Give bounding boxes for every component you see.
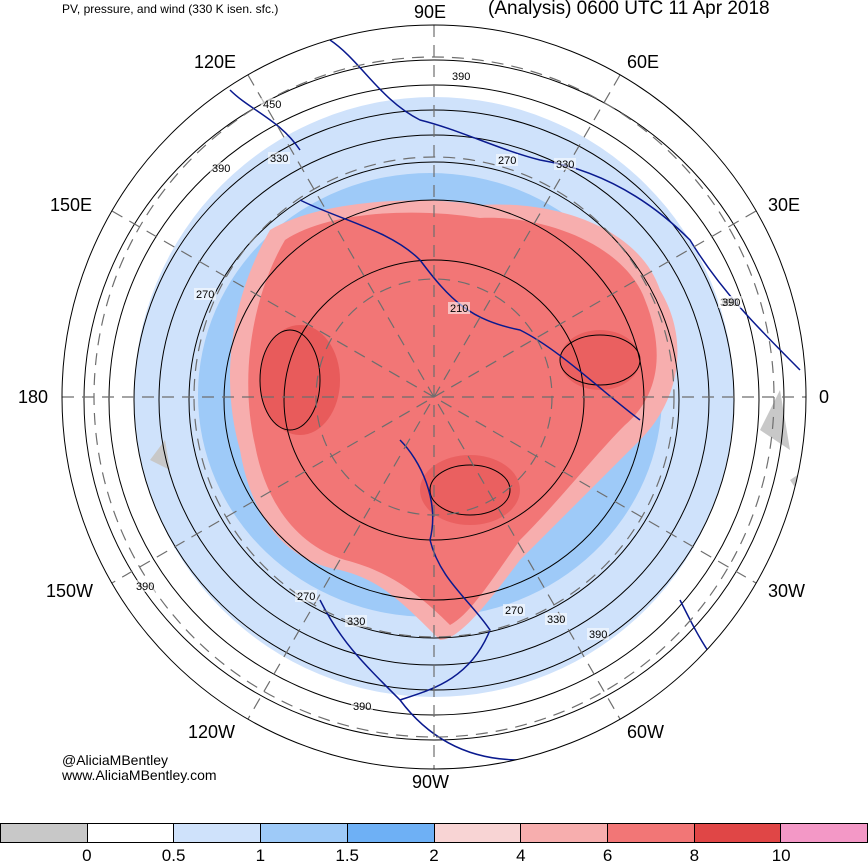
lon-label-150e: 150E xyxy=(50,195,93,215)
contour-label-bg xyxy=(345,615,367,627)
contour-label: 390 xyxy=(452,71,470,83)
colorbar-tick-label: 6 xyxy=(602,846,613,865)
contour-label-bg xyxy=(545,613,567,625)
colorbar-tick-label: 2 xyxy=(429,846,439,865)
contour-label: 270 xyxy=(297,591,315,603)
lon-label-120e: 120E xyxy=(194,52,237,72)
contour-label-bg xyxy=(261,98,283,110)
contour-label: 450 xyxy=(263,99,281,111)
contour-label: 390 xyxy=(722,297,740,309)
colorbar-swatch xyxy=(86,823,174,843)
colorbar-swatch xyxy=(0,823,87,843)
pv-core xyxy=(420,455,520,525)
colorbar-swatch xyxy=(780,823,868,843)
lon-label-90w: 90W xyxy=(412,772,450,792)
contour-label: 390 xyxy=(589,629,607,641)
contour-label: 390 xyxy=(353,701,371,713)
map-boundary xyxy=(61,24,807,770)
contour-label: 210 xyxy=(450,303,468,315)
contour-label-bg xyxy=(351,700,373,712)
lon-label-180: 180 xyxy=(18,387,49,407)
contour-label: 390 xyxy=(212,163,230,175)
colorbar-swatch xyxy=(606,823,694,843)
pv-reservoir xyxy=(248,212,657,625)
lon-label-90e: 90E xyxy=(414,2,447,22)
contour-label: 390 xyxy=(136,581,154,593)
contour-label-bg xyxy=(268,152,290,164)
contour-label-bg xyxy=(210,162,232,174)
lon-label-60w: 60W xyxy=(627,722,665,742)
colorbar-swatch xyxy=(260,823,347,843)
lon-label-30e: 30E xyxy=(768,195,801,215)
colorbar-tick-label: 10 xyxy=(771,846,791,865)
colorbar-swatch xyxy=(693,823,781,843)
polar-map: 390 450 330 390 270 330 390 270 210 390 270 330 390 2… xyxy=(61,24,807,770)
colorbar xyxy=(0,823,868,843)
colorbar-tick-label: 1 xyxy=(255,846,266,865)
contour-label: 330 xyxy=(556,159,574,171)
lon-label-120w: 120W xyxy=(188,722,236,742)
lon-label-150w: 150W xyxy=(46,581,94,601)
contour-label-bg xyxy=(194,288,216,300)
contour-label-bg xyxy=(450,70,472,82)
credit-handle: @AliciaMBentley xyxy=(62,752,169,768)
contour-label-bg xyxy=(134,580,156,592)
contour-label-bg xyxy=(503,604,525,616)
contour-label: 330 xyxy=(547,614,565,626)
map-subtitle: PV, pressure, and wind (330 K isen. sfc.… xyxy=(62,2,279,16)
colorbar-swatch xyxy=(346,823,434,843)
contour-label: 330 xyxy=(270,153,288,165)
contour-label: 330 xyxy=(347,616,365,628)
lon-label-60e: 60E xyxy=(627,52,660,72)
contour-labels: 390 450 330 390 270 330 390 270 210 390 270 330 390 2… xyxy=(134,70,742,713)
contour-label-bg xyxy=(720,296,742,308)
colorbar-swatch xyxy=(173,823,261,843)
contour-label-bg xyxy=(496,154,518,166)
contour-label-bg xyxy=(295,590,317,602)
colorbar-swatch xyxy=(520,823,607,843)
colorbar-tick-label: 0 xyxy=(82,846,92,865)
graticule xyxy=(62,25,806,769)
contour-label: 270 xyxy=(505,605,523,617)
colorbar-swatch xyxy=(433,823,521,843)
lon-label-30w: 30W xyxy=(768,581,806,601)
lon-label-0: 0 xyxy=(819,387,830,407)
pv-core xyxy=(560,330,640,390)
pv-core xyxy=(260,325,340,435)
contour-label-bg xyxy=(587,628,609,640)
colorbar-tick-label: 1.5 xyxy=(335,846,360,865)
contour-label: 270 xyxy=(196,289,214,301)
contour-label-bg xyxy=(554,158,576,170)
contour-label: 270 xyxy=(498,155,516,167)
colorbar-tick-label: 4 xyxy=(516,846,526,865)
colorbar-tick-label: 8 xyxy=(689,846,700,865)
colorbar-tick-label: 0.5 xyxy=(161,846,186,865)
credit-website: www.AliciaMBentley.com xyxy=(62,767,217,783)
valid-time-title: (Analysis) 0600 UTC 11 Apr 2018 xyxy=(488,0,770,19)
contour-label-bg xyxy=(448,302,470,314)
